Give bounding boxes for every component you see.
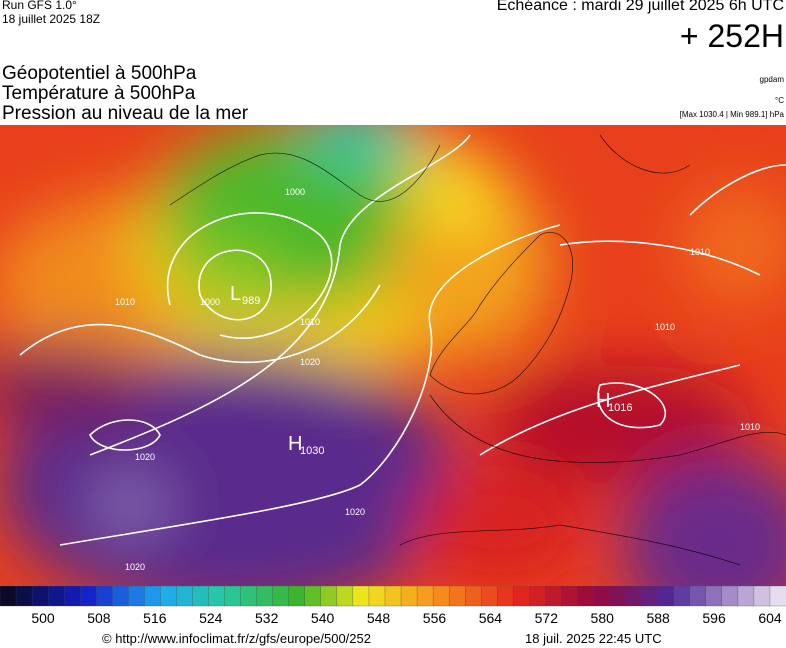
colorbar-swatch (465, 586, 482, 607)
colorbar-swatch (47, 586, 65, 607)
colorbar-swatch (481, 586, 498, 607)
colorbar-tick-label: 596 (702, 610, 726, 626)
unit: °C (775, 96, 784, 105)
colorbar-swatch (288, 586, 306, 607)
colorbar-swatch (31, 586, 49, 607)
colorbar-tick-label: 500 (31, 610, 55, 626)
isobar-label: 1020 (135, 452, 155, 462)
colorbar-swatch (368, 586, 386, 607)
colorbar-swatch (673, 586, 691, 607)
colorbar-swatch (64, 586, 81, 607)
colorbar-swatch (529, 586, 547, 607)
pressure-center-value: 1030 (300, 445, 324, 457)
colorbar-swatch (657, 586, 675, 607)
colorbar-tick-label: 588 (646, 610, 670, 626)
colorbar-swatch (336, 586, 354, 607)
colorbar-swatch (593, 586, 611, 607)
colorbar-swatch (112, 586, 129, 607)
pressure-center-value: 1016 (608, 402, 632, 414)
source-url: © http://www.infoclimat.fr/z/gfs/europe/… (102, 631, 371, 646)
isobar-label: 1010 (690, 247, 710, 257)
colorbar-swatch (80, 586, 97, 607)
colorbar-swatch (400, 586, 418, 607)
colorbar-tick-label: 540 (311, 610, 335, 626)
colorbar-swatch (561, 586, 579, 607)
colorbar-swatch (432, 586, 450, 607)
colorbar-swatch (144, 586, 162, 607)
colorbar-swatch (609, 586, 627, 607)
field-name: Géopotentiel à 500hPa (2, 63, 197, 84)
colorbar-tick-label: 508 (87, 610, 111, 626)
colorbar-swatch (577, 586, 595, 607)
run-date: 18 juillet 2025 18Z (2, 12, 101, 26)
colorbar-swatch (384, 586, 402, 607)
run-label: Run GFS 1.0° (2, 0, 77, 12)
colorbar-tick-label: 556 (423, 610, 447, 626)
isobar-label: 1010 (115, 297, 135, 307)
colorbar-swatch (737, 586, 755, 607)
pressure-center-letter: L (230, 283, 241, 305)
colorbar-tick-label: 564 (479, 610, 503, 626)
colorbar-tick-label: 532 (255, 610, 279, 626)
colorbar-swatch (545, 586, 563, 607)
colorbar-swatch (208, 586, 226, 607)
colorbar-swatch (416, 586, 434, 607)
colorbar-swatch (705, 586, 723, 607)
colorbar-swatch (513, 586, 530, 607)
colorbar-swatch (0, 586, 17, 607)
forecast-time: Echéance : mardi 29 juillet 2025 6h UTC (496, 0, 784, 14)
colorbar-swatch (721, 586, 739, 607)
isobar-label: 1020 (125, 562, 145, 572)
colorbar-swatch (304, 586, 322, 607)
colorbar-tick-label: 524 (199, 610, 223, 626)
isobar-label: 1020 (345, 507, 365, 517)
colorbar-swatch (96, 586, 113, 607)
isobar-label: 1010 (740, 422, 760, 432)
colorbar-swatch (128, 586, 146, 607)
colorbar-swatch (352, 586, 370, 607)
colorbar-tick-label: 572 (535, 610, 559, 626)
colorbar-swatch (448, 586, 466, 607)
field-name: Pression au niveau de la mer (2, 103, 249, 124)
unit: [Max 1030.4 | Min 989.1] hPa (679, 110, 784, 119)
colorbar-swatch (320, 586, 338, 607)
colorbar-swatch (256, 586, 274, 607)
colorbar-swatch (272, 586, 290, 607)
colorbar-tick-label: 516 (143, 610, 167, 626)
colorbar-swatch (15, 586, 33, 607)
colorbar-swatch (769, 586, 786, 607)
colorbar-swatch (625, 586, 643, 607)
colorbar: 500 508 516 524 532 540 548 556 564 572 580 588 596 6… (0, 586, 786, 626)
pressure-center-letter: H (596, 390, 610, 412)
colorbar-tick-label: 548 (367, 610, 391, 626)
colorbar-swatch (689, 586, 707, 607)
isobar-label: 1000 (285, 187, 305, 197)
isobar-label: 1020 (300, 357, 320, 367)
colorbar-swatch (240, 586, 258, 607)
colorbar-tick-label: 580 (591, 610, 615, 626)
colorbar-swatch (497, 586, 514, 607)
pressure-center-letter: H (288, 433, 302, 455)
colorbar-swatch (753, 586, 771, 607)
colorbar-swatch (192, 586, 210, 607)
isobar-label: 1000 (200, 297, 220, 307)
lead-time: + 252H (679, 18, 784, 54)
field-name: Température à 500hPa (2, 83, 196, 104)
colorbar-swatch (641, 586, 659, 607)
colorbar-swatch (224, 586, 242, 607)
pressure-center-value: 989 (242, 295, 260, 307)
map: L 989H1030H101610001000101010101020102010… (0, 125, 786, 587)
isobar-label: 1010 (300, 317, 320, 327)
colorbar-tick-label: 604 (758, 610, 782, 626)
isobar-label: 1010 (655, 322, 675, 332)
unit: gpdam (759, 75, 784, 84)
timestamp: 18 juil. 2025 22:45 UTC (525, 631, 662, 646)
colorbar-swatch (160, 586, 178, 607)
colorbar-swatch (176, 586, 194, 607)
